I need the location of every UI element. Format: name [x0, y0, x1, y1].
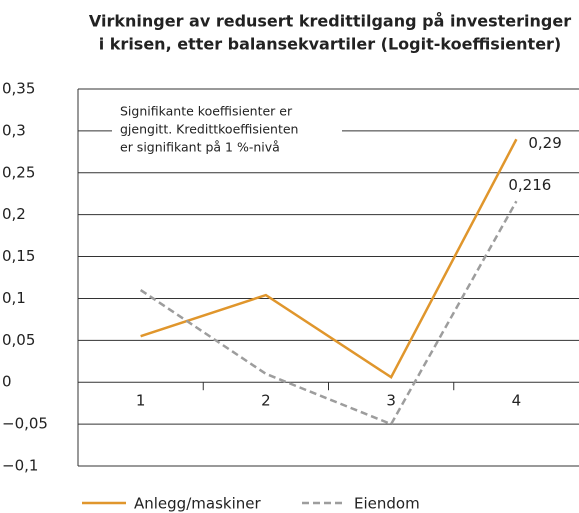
annotation: gjengitt. Kredittkoeffisienten: [120, 122, 298, 137]
y-tick-label: 0,05: [2, 331, 35, 349]
annotation-bg: [112, 100, 342, 158]
x-tick-label: 1: [136, 392, 146, 410]
y-tick-label: 0,3: [2, 121, 26, 139]
y-tick-label: 0,35: [2, 80, 35, 98]
x-tick-label: 2: [261, 392, 271, 410]
y-tick-label: 0,1: [2, 289, 26, 307]
annotation: er signifikant på 1 %-nivå: [120, 140, 280, 155]
chart-title: i krisen, etter balansekvartiler (Logit-…: [99, 35, 562, 54]
series-line: [139, 200, 518, 426]
y-tick-label: 0,2: [2, 205, 26, 223]
legend-label: Anlegg/maskiner: [134, 495, 261, 513]
y-tick-label: −0,1: [2, 457, 38, 475]
y-tick-label: 0: [2, 373, 12, 391]
data-label: 0,216: [508, 176, 551, 194]
y-tick-label: −0,05: [2, 415, 48, 433]
y-tick-label: 0,25: [2, 163, 35, 181]
annotation: Signifikante koeffisienter er: [120, 104, 293, 119]
x-tick-label: 3: [386, 392, 396, 410]
y-tick-label: 0,15: [2, 247, 35, 265]
x-tick-label: 4: [512, 392, 522, 410]
series-line: [140, 138, 518, 379]
legend-label: Eiendom: [354, 495, 420, 513]
data-label: 0,29: [528, 134, 561, 152]
chart-title: Virkninger av redusert kredittilgang på …: [89, 12, 571, 31]
